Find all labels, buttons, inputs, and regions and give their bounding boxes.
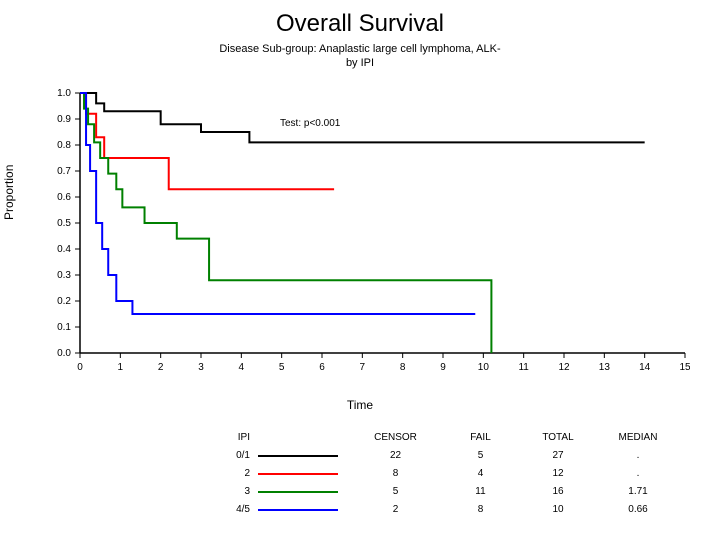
legend-fail: 11 — [443, 486, 518, 497]
legend-fail: 8 — [443, 504, 518, 515]
survival-chart: 0.00.10.20.30.40.50.60.70.80.91.00123456… — [30, 85, 690, 385]
legend-header-total: TOTAL — [518, 432, 598, 443]
svg-text:7: 7 — [360, 362, 366, 373]
svg-text:1: 1 — [118, 362, 124, 373]
legend-ipi: 3 — [200, 486, 258, 497]
legend-ipi: 2 — [200, 468, 258, 479]
svg-text:0.2: 0.2 — [57, 296, 71, 307]
legend-ipi: 0/1 — [200, 450, 258, 461]
legend-row: 2 8412. — [200, 464, 720, 482]
svg-text:15: 15 — [679, 362, 690, 373]
svg-text:6: 6 — [319, 362, 325, 373]
legend-header-fail: FAIL — [443, 432, 518, 443]
test-annotation: Test: p<0.001 — [280, 118, 340, 129]
svg-text:0.9: 0.9 — [57, 114, 71, 125]
legend-header-line — [258, 428, 348, 446]
legend-total: 27 — [518, 450, 598, 461]
svg-text:0.7: 0.7 — [57, 166, 71, 177]
y-axis-label: Proportion — [2, 165, 16, 220]
x-axis-label: Time — [0, 398, 720, 412]
svg-text:0.8: 0.8 — [57, 140, 71, 151]
legend-header-row: IPI CENSOR FAIL TOTAL MEDIAN — [200, 428, 720, 446]
svg-text:0.1: 0.1 — [57, 322, 71, 333]
legend-censor: 8 — [348, 468, 443, 479]
chart-subtitle: Disease Sub-group: Anaplastic large cell… — [0, 42, 720, 71]
legend-total: 12 — [518, 468, 598, 479]
svg-text:12: 12 — [558, 362, 570, 373]
legend-median: 0.66 — [598, 504, 678, 515]
legend-fail: 4 — [443, 468, 518, 479]
svg-text:4: 4 — [239, 362, 245, 373]
chart-svg: 0.00.10.20.30.40.50.60.70.80.91.00123456… — [30, 85, 690, 385]
legend-row: 0/1 22527. — [200, 446, 720, 464]
legend-censor: 22 — [348, 450, 443, 461]
legend-line — [258, 482, 348, 500]
svg-text:9: 9 — [440, 362, 446, 373]
legend-line — [258, 446, 348, 464]
legend-row: 4/5 28100.66 — [200, 500, 720, 518]
legend-header-median: MEDIAN — [598, 432, 678, 443]
legend-censor: 2 — [348, 504, 443, 515]
svg-text:0: 0 — [77, 362, 83, 373]
svg-text:5: 5 — [279, 362, 285, 373]
svg-text:11: 11 — [518, 362, 529, 373]
chart-title: Overall Survival — [0, 10, 720, 38]
svg-text:2: 2 — [158, 362, 164, 373]
svg-text:13: 13 — [599, 362, 611, 373]
svg-text:0.0: 0.0 — [57, 348, 71, 359]
svg-text:3: 3 — [198, 362, 204, 373]
legend-median: . — [598, 450, 678, 461]
svg-text:1.0: 1.0 — [57, 88, 71, 99]
legend-header-censor: CENSOR — [348, 432, 443, 443]
svg-text:10: 10 — [478, 362, 490, 373]
legend-median: . — [598, 468, 678, 479]
legend-line — [258, 464, 348, 482]
legend-header-ipi: IPI — [200, 432, 258, 443]
svg-text:14: 14 — [639, 362, 651, 373]
legend-row: 3 511161.71 — [200, 482, 720, 500]
legend-median: 1.71 — [598, 486, 678, 497]
legend-total: 16 — [518, 486, 598, 497]
legend-table: IPI CENSOR FAIL TOTAL MEDIAN 0/122527.28… — [200, 428, 720, 518]
legend-censor: 5 — [348, 486, 443, 497]
svg-text:8: 8 — [400, 362, 406, 373]
svg-text:0.4: 0.4 — [57, 244, 71, 255]
legend-total: 10 — [518, 504, 598, 515]
page: Overall Survival Disease Sub-group: Anap… — [0, 0, 720, 540]
legend-fail: 5 — [443, 450, 518, 461]
legend-line — [258, 500, 348, 518]
svg-text:0.5: 0.5 — [57, 218, 71, 229]
svg-text:0.3: 0.3 — [57, 270, 71, 281]
legend-ipi: 4/5 — [200, 504, 258, 515]
svg-text:0.6: 0.6 — [57, 192, 71, 203]
